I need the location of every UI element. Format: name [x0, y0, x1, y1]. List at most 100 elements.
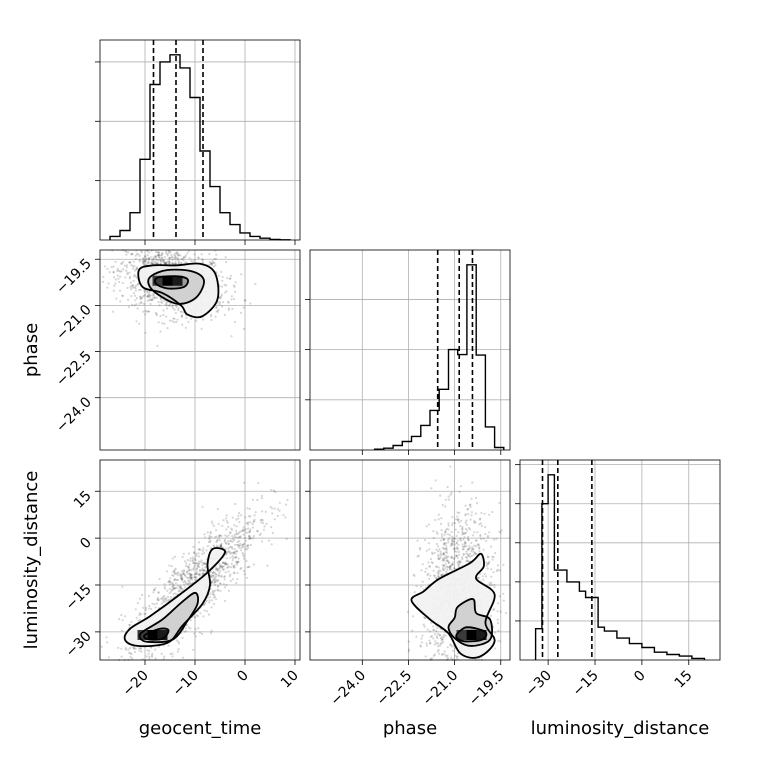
- sample-point: [233, 548, 236, 551]
- sample-point: [433, 574, 436, 577]
- x-axis-label-phase: phase: [383, 718, 437, 739]
- panel-frame-2-2: [519, 459, 721, 661]
- sample-point: [125, 266, 128, 269]
- sample-point: [144, 608, 148, 611]
- sample-point: [159, 259, 162, 262]
- sample-point: [467, 538, 470, 541]
- x-tick-label: −30: [523, 667, 555, 699]
- sample-point: [455, 541, 458, 544]
- sample-point: [469, 555, 472, 558]
- sample-point: [183, 570, 186, 573]
- sample-point: [224, 547, 227, 550]
- sample-point: [219, 297, 222, 300]
- sample-point: [437, 557, 440, 561]
- sample-point: [144, 331, 147, 334]
- sample-point: [468, 546, 471, 550]
- sample-point: [221, 568, 225, 572]
- sample-point: [435, 642, 438, 645]
- sample-point: [476, 576, 479, 579]
- sample-point: [144, 259, 147, 262]
- sample-point: [209, 540, 212, 544]
- sample-point: [419, 645, 422, 648]
- sample-point: [163, 594, 166, 597]
- sample-point: [464, 542, 467, 545]
- sample-point: [449, 566, 452, 569]
- sample-point: [152, 591, 155, 594]
- sample-point: [139, 288, 142, 291]
- sample-point: [129, 286, 132, 289]
- sample-point: [152, 292, 155, 295]
- sample-point: [219, 544, 223, 547]
- density-cell: [152, 275, 163, 286]
- sample-point: [156, 251, 159, 254]
- sample-point: [242, 327, 246, 331]
- sample-point: [210, 313, 213, 316]
- sample-point: [412, 573, 415, 576]
- sample-point: [232, 537, 235, 540]
- sample-point: [138, 322, 141, 325]
- sample-point: [219, 543, 222, 546]
- sample-point: [467, 512, 470, 516]
- sample-point: [214, 575, 218, 578]
- sample-point: [249, 515, 252, 518]
- sample-point: [232, 551, 235, 554]
- sample-point: [247, 546, 250, 550]
- sample-point: [439, 569, 442, 573]
- sample-point: [433, 653, 436, 656]
- sample-point: [176, 252, 179, 255]
- sample-point: [174, 572, 178, 575]
- sample-point: [148, 293, 151, 296]
- contour-level-2: [447, 598, 493, 647]
- sample-point: [447, 561, 450, 564]
- sample-point: [473, 520, 476, 523]
- sample-point: [457, 550, 460, 554]
- sample-point: [469, 518, 472, 521]
- sample-point: [231, 546, 234, 549]
- sample-point: [148, 607, 151, 610]
- x-tick-label: 0: [234, 668, 252, 686]
- sample-point: [146, 294, 149, 297]
- sample-point: [181, 578, 184, 581]
- sample-point: [163, 322, 166, 325]
- sample-point: [257, 481, 260, 485]
- sample-point: [169, 250, 172, 254]
- sample-point: [276, 514, 279, 518]
- sample-point: [188, 576, 191, 579]
- sample-point: [450, 556, 453, 559]
- sample-point: [235, 529, 238, 533]
- sample-point: [161, 258, 164, 261]
- sample-point: [140, 593, 144, 597]
- sample-point: [243, 536, 246, 540]
- sample-point: [216, 580, 219, 583]
- sample-point: [445, 654, 448, 657]
- y-tick-label: −15: [63, 582, 95, 614]
- sample-point: [435, 531, 438, 534]
- sample-point: [218, 301, 221, 304]
- sample-point: [193, 551, 196, 555]
- sample-point: [256, 530, 259, 533]
- sample-point: [447, 522, 450, 525]
- sample-point: [216, 567, 219, 570]
- sample-point: [209, 262, 212, 265]
- sample-point: [127, 305, 130, 309]
- sample-point: [210, 263, 213, 266]
- sample-point: [121, 268, 125, 271]
- sample-point: [209, 575, 212, 578]
- sample-point: [446, 533, 450, 536]
- sample-point: [148, 604, 151, 608]
- sample-point: [458, 561, 461, 564]
- sample-point: [211, 522, 214, 525]
- x-tick-label: 10: [278, 668, 302, 692]
- sample-point: [224, 599, 227, 603]
- sample-point: [498, 595, 501, 598]
- sample-point: [148, 655, 151, 658]
- sample-point: [238, 540, 241, 543]
- sample-point: [230, 566, 233, 569]
- sample-point: [199, 560, 202, 564]
- sample-point: [456, 652, 459, 655]
- sample-point: [157, 253, 160, 256]
- sample-point: [130, 264, 133, 267]
- sample-point: [163, 261, 166, 264]
- sample-point: [456, 655, 459, 658]
- sample-point: [260, 497, 264, 500]
